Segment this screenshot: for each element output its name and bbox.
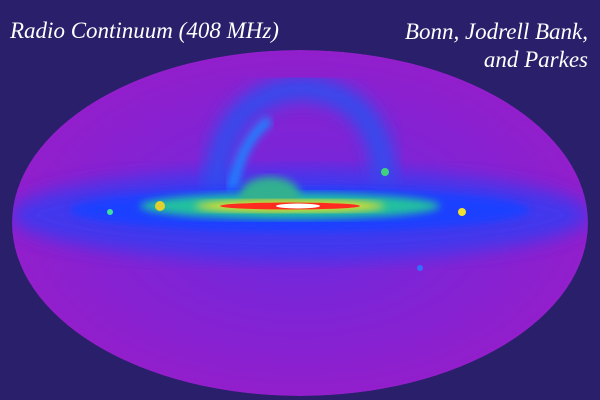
map-title: Radio Continuum (408 MHz) — [10, 18, 279, 43]
credit-line-1: Bonn, Jodrell Bank, — [404, 19, 588, 44]
credit-text: Bonn, Jodrell Bank, and Parkes — [405, 18, 588, 74]
credit-line-2: and Parkes — [483, 47, 588, 72]
sky-ellipse — [12, 50, 588, 396]
